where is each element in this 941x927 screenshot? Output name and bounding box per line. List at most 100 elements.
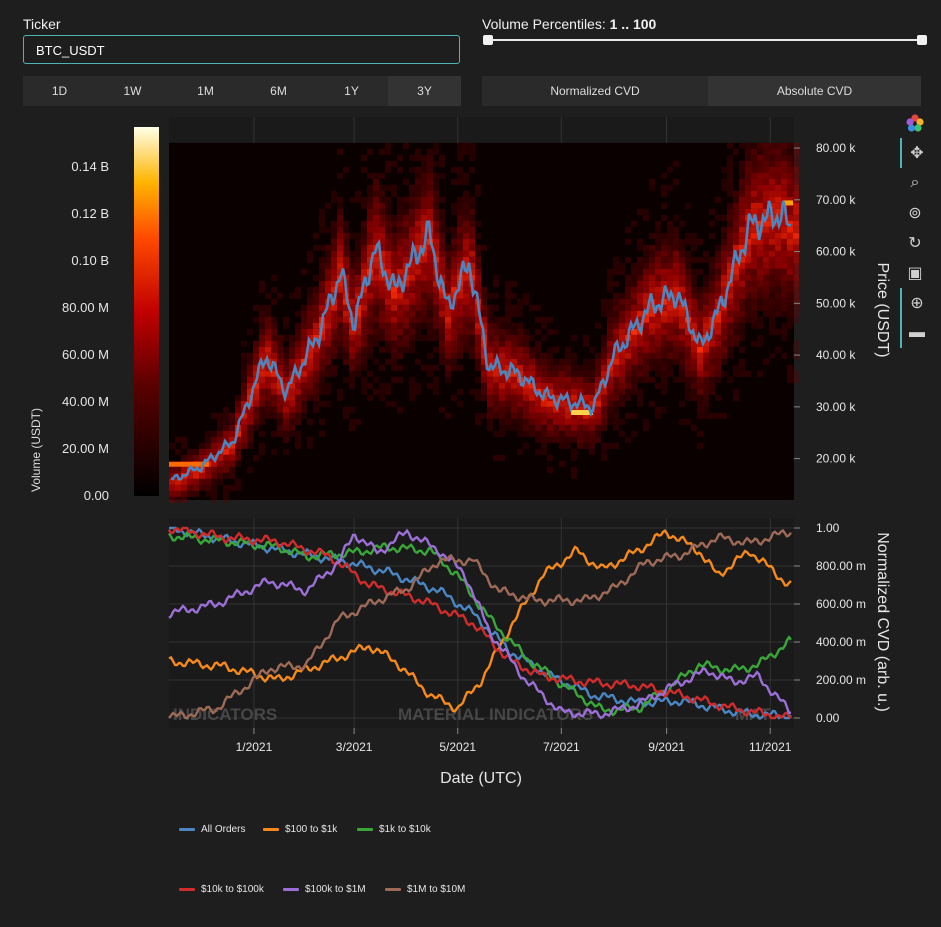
color-wheel-icon[interactable]: [900, 108, 930, 138]
heatmap-cell: [463, 322, 469, 329]
normalized-cvd-button[interactable]: Normalized CVD: [482, 76, 708, 106]
heatmap-cell: [727, 166, 733, 173]
heatmap-cell: [325, 388, 331, 395]
heatmap-cell: [625, 310, 631, 317]
heatmap-cell: [625, 256, 631, 263]
heatmap-cell: [691, 346, 697, 353]
heatmap-cell: [421, 316, 427, 323]
comment-icon[interactable]: ▬: [900, 318, 932, 348]
heatmap-cell: [415, 358, 421, 365]
heatmap-cell: [673, 256, 679, 263]
heatmap-cell: [673, 160, 679, 167]
heatmap-cell: [439, 286, 445, 293]
heatmap-cell: [217, 436, 223, 443]
heatmap-cell: [733, 340, 739, 347]
heatmap-cell: [433, 202, 439, 209]
heatmap-cell: [625, 412, 631, 419]
heatmap-cell: [313, 292, 319, 299]
heatmap-cell: [379, 316, 385, 323]
heatmap-cell: [721, 214, 727, 221]
heatmap-cell: [679, 346, 685, 353]
crosshair-icon[interactable]: ⊕: [900, 288, 932, 318]
heatmap-cell: [577, 424, 583, 431]
heatmap-cell: [277, 358, 283, 365]
heatmap-cell: [649, 346, 655, 353]
slider-low-handle[interactable]: [483, 35, 493, 45]
heatmap-cell: [511, 304, 517, 311]
heatmap-cell: [739, 286, 745, 293]
heatmap-cell: [223, 496, 229, 503]
heatmap-cell: [643, 280, 649, 287]
zoom-reset-icon[interactable]: ⊚: [908, 205, 922, 222]
heatmap-cell: [313, 370, 319, 377]
heatmap-cell: [607, 388, 613, 395]
heatmap-cell: [499, 430, 505, 437]
heatmap-cell: [709, 286, 715, 293]
heatmap-cell: [337, 238, 343, 245]
heatmap-cell: [367, 196, 373, 203]
timeframe-6m-button[interactable]: 6M: [242, 76, 315, 106]
heatmap-cell: [373, 178, 379, 185]
volume-percentiles-slider[interactable]: [488, 39, 922, 41]
heatmap-cell: [601, 370, 607, 377]
heatmap-cell: [703, 256, 709, 263]
heatmap-cell: [511, 376, 517, 383]
heatmap-cell: [727, 316, 733, 323]
heatmap-cell: [679, 328, 685, 335]
heatmap-cell: [751, 304, 757, 311]
heatmap-cell: [367, 238, 373, 245]
zoom-icon[interactable]: ⌕: [910, 174, 920, 191]
timeframe-1w-button[interactable]: 1W: [96, 76, 169, 106]
heatmap-cell: [745, 256, 751, 263]
heatmap-cell: [727, 178, 733, 185]
heatmap-cell: [751, 220, 757, 227]
heatmap-cell: [559, 418, 565, 425]
heatmap-cell: [769, 328, 775, 335]
heatmap-cell: [463, 148, 469, 155]
heatmap-cell: [391, 364, 397, 371]
heatmap-cell: [739, 358, 745, 365]
reset-axes-icon[interactable]: ↻: [908, 235, 922, 252]
heatmap-cell: [745, 250, 751, 257]
heatmap-cell: [277, 382, 283, 389]
heatmap-cell: [745, 268, 751, 275]
slider-high-handle[interactable]: [917, 35, 927, 45]
heatmap-cell: [487, 310, 493, 317]
timeframe-1y-button[interactable]: 1Y: [315, 76, 388, 106]
heatmap-cell: [607, 370, 613, 377]
timeframe-1d-button[interactable]: 1D: [23, 76, 96, 106]
heatmap-cell: [199, 448, 205, 455]
heatmap-cell: [391, 358, 397, 365]
heatmap-cell: [673, 274, 679, 281]
timeframe-3y-button[interactable]: 3Y: [388, 76, 461, 106]
ticker-input[interactable]: BTC_USDT: [23, 35, 460, 64]
heatmap-cell: [277, 394, 283, 401]
heatmap-cell: [619, 388, 625, 395]
heatmap-cell: [637, 346, 643, 353]
heatmap-cell: [559, 442, 565, 449]
heatmap-cell: [277, 340, 283, 347]
heatmap-cell: [487, 334, 493, 341]
heatmap-cell: [571, 424, 577, 431]
heatmap-cell: [385, 262, 391, 269]
heatmap-cell: [781, 256, 787, 263]
heatmap-cell: [739, 328, 745, 335]
heatmap-cell: [481, 352, 487, 359]
heatmap-cell: [391, 262, 397, 269]
heatmap-cell: [439, 250, 445, 257]
heatmap-cell: [583, 412, 589, 419]
heatmap-cell: [727, 256, 733, 263]
save-image-icon[interactable]: ▣: [907, 265, 923, 282]
heatmap-cell: [283, 382, 289, 389]
heatmap-cell: [391, 190, 397, 197]
heatmap-cell: [733, 316, 739, 323]
heatmap-cell: [619, 292, 625, 299]
pan-icon[interactable]: ✥: [900, 138, 932, 168]
absolute-cvd-button[interactable]: Absolute CVD: [708, 76, 921, 106]
heatmap-cell: [775, 196, 781, 203]
heatmap-cell: [649, 328, 655, 335]
heatmap-cell: [493, 406, 499, 413]
heatmap-cell: [625, 382, 631, 389]
timeframe-1m-button[interactable]: 1M: [169, 76, 242, 106]
heatmap-cell: [409, 202, 415, 209]
